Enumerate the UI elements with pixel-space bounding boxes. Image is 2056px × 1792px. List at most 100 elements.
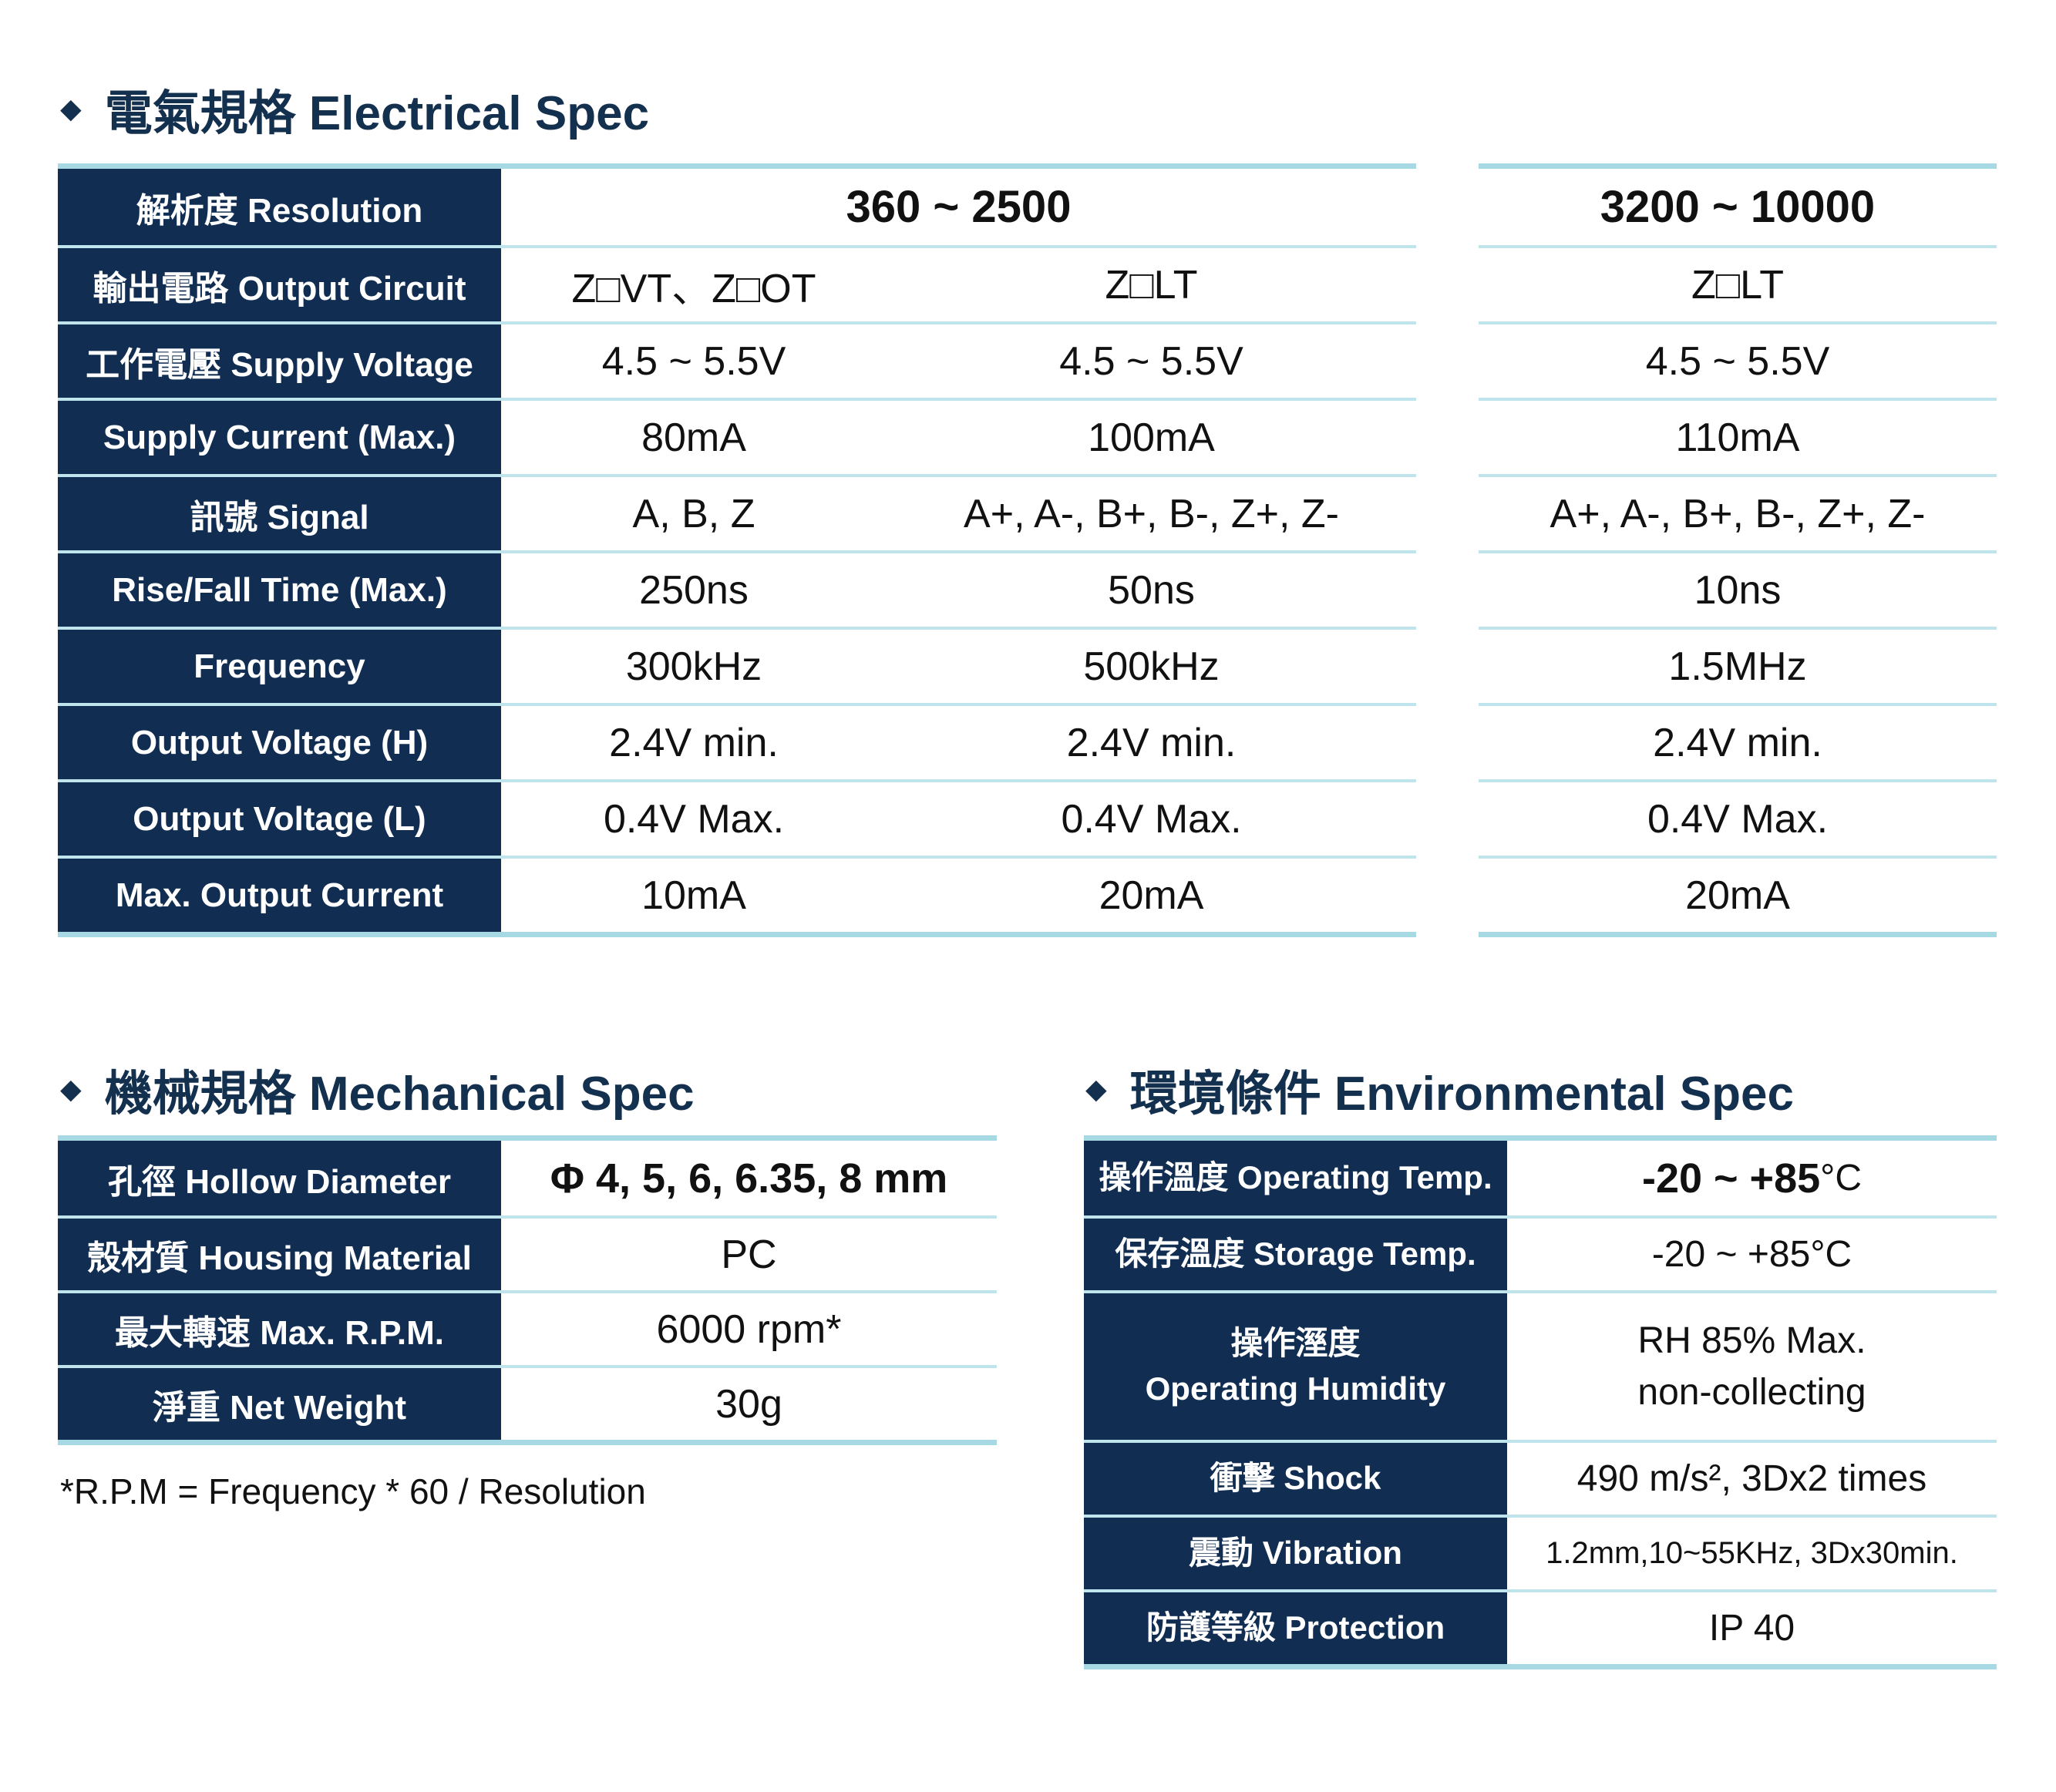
rpm-footnote: *R.P.M = Frequency * 60 / Resolution	[60, 1471, 646, 1511]
value-operating-humidity-line2: non-collecting	[1637, 1372, 1866, 1413]
row-label-hollow-diameter: 孔徑 Hollow Diameter	[58, 1141, 501, 1215]
value-supply-current-high: 110mA	[1479, 401, 1997, 474]
value-storage-temp: -20 ~ +85°C	[1507, 1219, 1997, 1290]
row-label-shock: 衝擊 Shock	[1084, 1443, 1507, 1515]
table-row: 訊號 Signal A, B, Z A+, A-, B+, B-, Z+, Z-	[58, 474, 1416, 550]
row-label-output-circuit: 輸出電路 Output Circuit	[58, 248, 501, 321]
table-row: 解析度 Resolution 360 ~ 2500	[58, 169, 1416, 245]
value-output-circuit-2: Z□LT	[887, 248, 1416, 321]
electrical-spec-table: 解析度 Resolution 360 ~ 2500 輸出電路 Output Ci…	[58, 163, 1416, 937]
value-operating-humidity-line1: RH 85% Max.	[1637, 1320, 1866, 1361]
mechanical-spec-title: ◆ 機械規格 Mechanical Spec	[60, 1054, 695, 1124]
value-resolution-range-high: 3200 ~ 10000	[1479, 169, 1997, 245]
value-supply-voltage-2: 4.5 ~ 5.5V	[887, 324, 1416, 398]
row-label-signal: 訊號 Signal	[58, 477, 501, 550]
row-label-operating-humidity: 操作溼度 Operating Humidity	[1084, 1293, 1507, 1440]
row-label-output-voltage-l: Output Voltage (L)	[58, 782, 501, 856]
value-resolution-range: 360 ~ 2500	[501, 169, 1416, 245]
row-label-operating-humidity-zh: 操作溼度	[1230, 1325, 1361, 1362]
value-output-voltage-l-high: 0.4V Max.	[1479, 782, 1997, 856]
value-output-circuit-1: Z□VT、Z□OT	[501, 248, 887, 321]
row-label-net-weight: 淨重 Net Weight	[58, 1368, 501, 1440]
environmental-spec-title: ◆ 環境條件 Environmental Spec	[1085, 1054, 1794, 1124]
electrical-spec-title: ◆ 電氣規格 Electrical Spec	[60, 74, 649, 143]
diamond-bullet-icon: ◆	[1085, 1073, 1107, 1104]
table-row: 20mA	[1479, 856, 1997, 932]
row-label-supply-voltage: 工作電壓 Supply Voltage	[58, 324, 501, 398]
value-rise-fall-time-1: 250ns	[501, 553, 887, 627]
row-label-operating-humidity-en: Operating Humidity	[1145, 1370, 1446, 1407]
row-label-housing-material: 殼材質 Housing Material	[58, 1219, 501, 1290]
value-hollow-diameter: Φ 4, 5, 6, 6.35, 8 mm	[501, 1141, 997, 1215]
row-label-protection: 防護等級 Protection	[1084, 1592, 1507, 1664]
value-max-rpm: 6000 rpm*	[501, 1293, 997, 1365]
table-row: Max. Output Current 10mA 20mA	[58, 856, 1416, 932]
value-supply-voltage-1: 4.5 ~ 5.5V	[501, 324, 887, 398]
table-row: 4.5 ~ 5.5V	[1479, 321, 1997, 398]
value-shock: 490 m/s², 3Dx2 times	[1507, 1443, 1997, 1515]
value-output-voltage-l-1: 0.4V Max.	[501, 782, 887, 856]
value-output-voltage-h-1: 2.4V min.	[501, 706, 887, 779]
environmental-spec-table: 操作溫度 Operating Temp. -20 ~ +85 °C 保存溫度 St…	[1084, 1135, 1997, 1669]
table-row: Output Voltage (L) 0.4V Max. 0.4V Max.	[58, 779, 1416, 856]
value-output-voltage-h-high: 2.4V min.	[1479, 706, 1997, 779]
table-row: 工作電壓 Supply Voltage 4.5 ~ 5.5V 4.5 ~ 5.5…	[58, 321, 1416, 398]
value-protection: IP 40	[1507, 1592, 1997, 1664]
table-row: Output Voltage (H) 2.4V min. 2.4V min.	[58, 703, 1416, 779]
table-row: 殼材質 Housing Material PC	[58, 1215, 997, 1290]
row-label-storage-temp: 保存溫度 Storage Temp.	[1084, 1219, 1507, 1290]
mechanical-spec-title-text: 機械規格 Mechanical Spec	[104, 1067, 695, 1121]
row-label-resolution: 解析度 Resolution	[58, 169, 501, 245]
diamond-bullet-icon: ◆	[60, 92, 82, 124]
table-row: 10ns	[1479, 550, 1997, 627]
row-label-vibration: 震動 Vibration	[1084, 1518, 1507, 1589]
value-signal-high: A+, A-, B+, B-, Z+, Z-	[1479, 477, 1997, 550]
table-row: 操作溫度 Operating Temp. -20 ~ +85 °C	[1084, 1141, 1997, 1215]
value-rise-fall-time-2: 50ns	[887, 553, 1416, 627]
value-output-voltage-l-2: 0.4V Max.	[887, 782, 1416, 856]
row-label-operating-temp: 操作溫度 Operating Temp.	[1084, 1141, 1507, 1215]
row-label-supply-current: Supply Current (Max.)	[58, 401, 501, 474]
table-row: 衝擊 Shock 490 m/s², 3Dx2 times	[1084, 1440, 1997, 1515]
row-label-rise-fall-time: Rise/Fall Time (Max.)	[58, 553, 501, 627]
row-label-max-output-current: Max. Output Current	[58, 859, 501, 932]
row-label-output-voltage-h: Output Voltage (H)	[58, 706, 501, 779]
value-max-output-current-1: 10mA	[501, 859, 887, 932]
value-signal-1: A, B, Z	[501, 477, 887, 550]
environmental-spec-title-text: 環境條件 Environmental Spec	[1129, 1067, 1794, 1121]
value-supply-voltage-high: 4.5 ~ 5.5V	[1479, 324, 1997, 398]
table-row: A+, A-, B+, B-, Z+, Z-	[1479, 474, 1997, 550]
value-supply-current-1: 80mA	[501, 401, 887, 474]
table-row: 操作溼度 Operating Humidity RH 85% Max. non-…	[1084, 1290, 1997, 1440]
value-operating-temp-unit: °C	[1820, 1158, 1863, 1199]
value-housing-material: PC	[501, 1219, 997, 1290]
value-operating-temp: -20 ~ +85 °C	[1507, 1141, 1997, 1215]
value-max-output-current-2: 20mA	[887, 859, 1416, 932]
table-row: 110mA	[1479, 398, 1997, 474]
electrical-spec-high-res-table: 3200 ~ 10000 Z□LT 4.5 ~ 5.5V 110mA A+, A…	[1479, 163, 1997, 937]
table-row: Supply Current (Max.) 80mA 100mA	[58, 398, 1416, 474]
table-row: 保存溫度 Storage Temp. -20 ~ +85°C	[1084, 1215, 1997, 1290]
table-row: 孔徑 Hollow Diameter Φ 4, 5, 6, 6.35, 8 mm	[58, 1141, 997, 1215]
value-output-circuit-high: Z□LT	[1479, 248, 1997, 321]
value-max-output-current-high: 20mA	[1479, 859, 1997, 932]
table-row: 防護等級 Protection IP 40	[1084, 1589, 1997, 1664]
value-frequency-1: 300kHz	[501, 630, 887, 703]
table-row: 震動 Vibration 1.2mm,10~55KHz, 3Dx30min.	[1084, 1515, 1997, 1589]
table-row: 輸出電路 Output Circuit Z□VT、Z□OT Z□LT	[58, 245, 1416, 321]
table-row: 最大轉速 Max. R.P.M. 6000 rpm*	[58, 1290, 997, 1365]
row-label-max-rpm: 最大轉速 Max. R.P.M.	[58, 1293, 501, 1365]
table-row: 0.4V Max.	[1479, 779, 1997, 856]
electrical-spec-title-text: 電氣規格 Electrical Spec	[104, 87, 650, 140]
table-row: Rise/Fall Time (Max.) 250ns 50ns	[58, 550, 1416, 627]
value-frequency-high: 1.5MHz	[1479, 630, 1997, 703]
value-operating-temp-range: -20 ~ +85	[1641, 1155, 1821, 1202]
table-row: Z□LT	[1479, 245, 1997, 321]
table-row: 1.5MHz	[1479, 627, 1997, 703]
value-output-voltage-h-2: 2.4V min.	[887, 706, 1416, 779]
row-label-frequency: Frequency	[58, 630, 501, 703]
value-frequency-2: 500kHz	[887, 630, 1416, 703]
table-row: Frequency 300kHz 500kHz	[58, 627, 1416, 703]
table-row: 淨重 Net Weight 30g	[58, 1365, 997, 1440]
